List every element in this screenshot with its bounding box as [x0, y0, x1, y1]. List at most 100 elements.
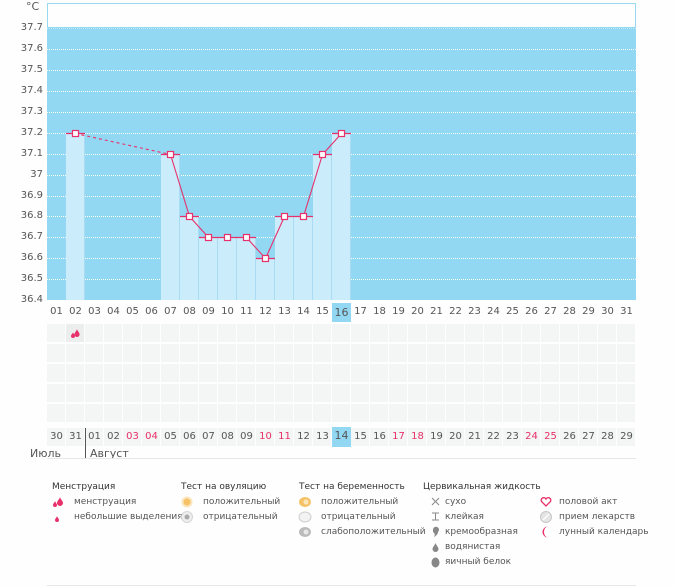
symptom-cell[interactable] — [123, 384, 141, 402]
symptom-cell[interactable] — [294, 384, 312, 402]
symptom-cell[interactable] — [237, 324, 255, 342]
symptom-cell[interactable] — [389, 384, 407, 402]
symptom-cell[interactable] — [123, 324, 141, 342]
symptom-cell[interactable] — [389, 364, 407, 382]
symptom-cell[interactable] — [85, 344, 103, 362]
symptom-cell[interactable] — [598, 344, 616, 362]
date-label[interactable]: 12 — [297, 431, 310, 442]
symptom-cell[interactable] — [408, 404, 426, 422]
symptom-cell[interactable] — [503, 324, 521, 342]
cycle-day-label[interactable]: 24 — [487, 306, 500, 317]
cycle-day-label[interactable]: 12 — [259, 306, 272, 317]
date-label[interactable]: 09 — [240, 431, 253, 442]
date-label[interactable]: 24 — [525, 431, 538, 442]
cycle-day-label[interactable]: 14 — [297, 306, 310, 317]
symptom-cell[interactable] — [47, 324, 65, 342]
temperature-point[interactable] — [337, 129, 346, 138]
symptom-cell[interactable] — [351, 364, 369, 382]
symptom-cell[interactable] — [560, 384, 578, 402]
temperature-bar[interactable] — [161, 154, 180, 300]
symptom-cell[interactable] — [465, 404, 483, 422]
date-label[interactable]: 02 — [107, 431, 120, 442]
date-label[interactable]: 11 — [278, 431, 291, 442]
cycle-day-label[interactable]: 10 — [221, 306, 234, 317]
symptom-cell[interactable] — [427, 324, 445, 342]
symptom-cell[interactable] — [256, 364, 274, 382]
cycle-day-label[interactable]: 19 — [392, 306, 405, 317]
symptom-cell[interactable] — [579, 404, 597, 422]
symptom-cell[interactable] — [503, 364, 521, 382]
symptom-cell[interactable] — [522, 344, 540, 362]
cycle-day-label[interactable]: 11 — [240, 306, 253, 317]
date-label[interactable]: 31 — [69, 431, 82, 442]
symptom-cell[interactable] — [484, 364, 502, 382]
date-label[interactable]: 21 — [468, 431, 481, 442]
symptom-cell[interactable] — [85, 364, 103, 382]
symptom-cell[interactable] — [294, 404, 312, 422]
symptom-cell[interactable] — [180, 344, 198, 362]
symptom-cell[interactable] — [66, 364, 84, 382]
cycle-day-label[interactable]: 01 — [50, 306, 63, 317]
temperature-bar[interactable] — [294, 216, 313, 300]
date-label[interactable]: 05 — [164, 431, 177, 442]
symptom-cell[interactable] — [389, 344, 407, 362]
cycle-day-label[interactable]: 27 — [544, 306, 557, 317]
symptom-cell[interactable] — [541, 404, 559, 422]
symptom-cell[interactable] — [66, 344, 84, 362]
symptom-cell[interactable] — [522, 364, 540, 382]
cycle-day-label[interactable]: 22 — [449, 306, 462, 317]
symptom-cell[interactable] — [617, 324, 635, 342]
symptom-cell[interactable] — [66, 404, 84, 422]
temperature-point[interactable] — [166, 150, 175, 159]
symptom-cell[interactable] — [161, 324, 179, 342]
symptom-cell[interactable] — [389, 324, 407, 342]
cycle-day-label[interactable]: 08 — [183, 306, 196, 317]
date-label[interactable]: 26 — [563, 431, 576, 442]
symptom-cell[interactable] — [275, 384, 293, 402]
date-label[interactable]: 27 — [582, 431, 595, 442]
temperature-bar[interactable] — [313, 154, 332, 300]
cycle-day-label[interactable]: 20 — [411, 306, 424, 317]
symptom-cell[interactable] — [389, 404, 407, 422]
symptom-cell[interactable] — [541, 344, 559, 362]
symptom-cell[interactable] — [332, 404, 350, 422]
symptom-cell[interactable] — [560, 364, 578, 382]
cycle-day-label[interactable]: 06 — [145, 306, 158, 317]
cycle-day-label[interactable]: 25 — [506, 306, 519, 317]
cycle-day-label[interactable]: 03 — [88, 306, 101, 317]
symptom-cell[interactable] — [237, 364, 255, 382]
symptom-cell[interactable] — [161, 364, 179, 382]
symptom-cell[interactable] — [332, 384, 350, 402]
symptom-cell[interactable] — [142, 384, 160, 402]
date-label[interactable]: 04 — [145, 431, 158, 442]
cycle-day-label[interactable]: 07 — [164, 306, 177, 317]
symptom-cell[interactable] — [617, 404, 635, 422]
temperature-point[interactable] — [223, 233, 232, 242]
symptom-cell[interactable] — [47, 384, 65, 402]
symptom-cell[interactable] — [104, 344, 122, 362]
cycle-day-label[interactable]: 16 — [332, 303, 351, 322]
symptom-cell[interactable] — [598, 324, 616, 342]
symptom-cell[interactable] — [427, 404, 445, 422]
symptom-cell[interactable] — [199, 364, 217, 382]
symptom-cell[interactable] — [446, 344, 464, 362]
symptom-cell[interactable] — [617, 364, 635, 382]
symptom-cell[interactable] — [256, 384, 274, 402]
symptom-cell[interactable] — [560, 404, 578, 422]
temperature-bar[interactable] — [275, 216, 294, 300]
symptom-cell[interactable] — [142, 344, 160, 362]
symptom-cell[interactable] — [313, 324, 331, 342]
symptom-cell[interactable] — [427, 344, 445, 362]
symptom-cell[interactable] — [408, 364, 426, 382]
date-label[interactable]: 22 — [487, 431, 500, 442]
symptom-cell[interactable] — [598, 364, 616, 382]
symptom-cell[interactable] — [522, 404, 540, 422]
symptom-cell[interactable] — [503, 384, 521, 402]
cycle-day-label[interactable]: 21 — [430, 306, 443, 317]
symptom-cell[interactable] — [408, 384, 426, 402]
date-label[interactable]: 30 — [50, 431, 63, 442]
temperature-bar[interactable] — [199, 237, 218, 300]
symptom-cell[interactable] — [199, 324, 217, 342]
symptom-cell[interactable] — [47, 404, 65, 422]
symptom-cell[interactable] — [579, 324, 597, 342]
